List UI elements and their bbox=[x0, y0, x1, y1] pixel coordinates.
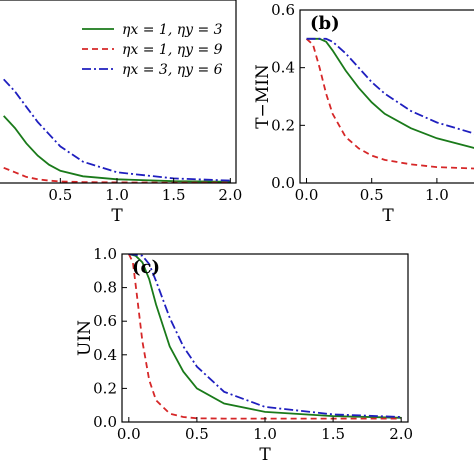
panel2-y-tick-label: 0.2 bbox=[93, 379, 117, 397]
panel0-series-line-1 bbox=[3, 115, 231, 183]
panel2-series-line-1 bbox=[128, 254, 402, 419]
panel1-panel-tag: (b) bbox=[310, 13, 340, 34]
panel1-x-tick-label: 1.0 bbox=[425, 186, 449, 204]
panel1-series-line-3 bbox=[306, 37, 474, 135]
panel0-x-tick-label: 0.5 bbox=[48, 186, 72, 204]
panel2-x-tick-label: 0.0 bbox=[117, 425, 141, 443]
panel0-x-tick-label: 1.5 bbox=[162, 186, 186, 204]
panel1-y-tick-label: 0.6 bbox=[271, 1, 295, 19]
panel2-x-tick-label: 1.5 bbox=[321, 425, 345, 443]
panel1-y-tick-label: 0.4 bbox=[271, 59, 295, 77]
panel2-x-axis-label: T bbox=[259, 445, 271, 465]
panel1-y-axis-label: T−MIN bbox=[253, 64, 273, 129]
panel2-y-tick-label: 1.0 bbox=[93, 245, 117, 263]
panel0-x-tick-label: 1.0 bbox=[105, 186, 129, 204]
panel2-plot-frame bbox=[121, 253, 409, 423]
panel2-y-tick-label: 0.0 bbox=[93, 413, 117, 431]
panel0-x-tick-label: 2.0 bbox=[218, 186, 242, 204]
panel2-series-line-3 bbox=[128, 254, 402, 418]
panel1-x-tick-label: 0.0 bbox=[295, 186, 319, 204]
panel2-panel-tag: (c) bbox=[132, 257, 160, 278]
panel2-x-tick-label: 2.0 bbox=[389, 425, 413, 443]
panel2-x-tick-label: 0.5 bbox=[185, 425, 209, 443]
panel2-series-line-2 bbox=[127, 254, 402, 420]
panel1-y-tick-label: 0.0 bbox=[271, 174, 295, 192]
panel2-y-tick-label: 0.4 bbox=[93, 346, 117, 364]
panel2-x-tick-label: 1.0 bbox=[253, 425, 277, 443]
panel0-legend-label-3: ηx = 3, ηy = 6 bbox=[122, 62, 223, 78]
panel0-legend-label-1: ηx = 1, ηy = 3 bbox=[122, 22, 223, 38]
panel0-series-line-3 bbox=[3, 78, 231, 182]
panel1-y-tick-label: 0.2 bbox=[271, 116, 295, 134]
panel1-series-line-2 bbox=[305, 38, 474, 170]
panel1-x-tick-label: 0.5 bbox=[360, 186, 384, 204]
panel1-x-axis-label: T bbox=[382, 206, 394, 226]
panel0-legend-label-2: ηx = 1, ηy = 9 bbox=[122, 42, 223, 58]
panel1-plot-frame bbox=[299, 9, 474, 184]
panel2-y-tick-label: 0.8 bbox=[93, 279, 117, 297]
panel2-y-axis-label: UIN bbox=[75, 320, 95, 356]
panel2-y-tick-label: 0.6 bbox=[93, 312, 117, 330]
panel0-x-axis-label: T bbox=[111, 206, 123, 226]
panel1-series-line-1 bbox=[306, 37, 474, 149]
